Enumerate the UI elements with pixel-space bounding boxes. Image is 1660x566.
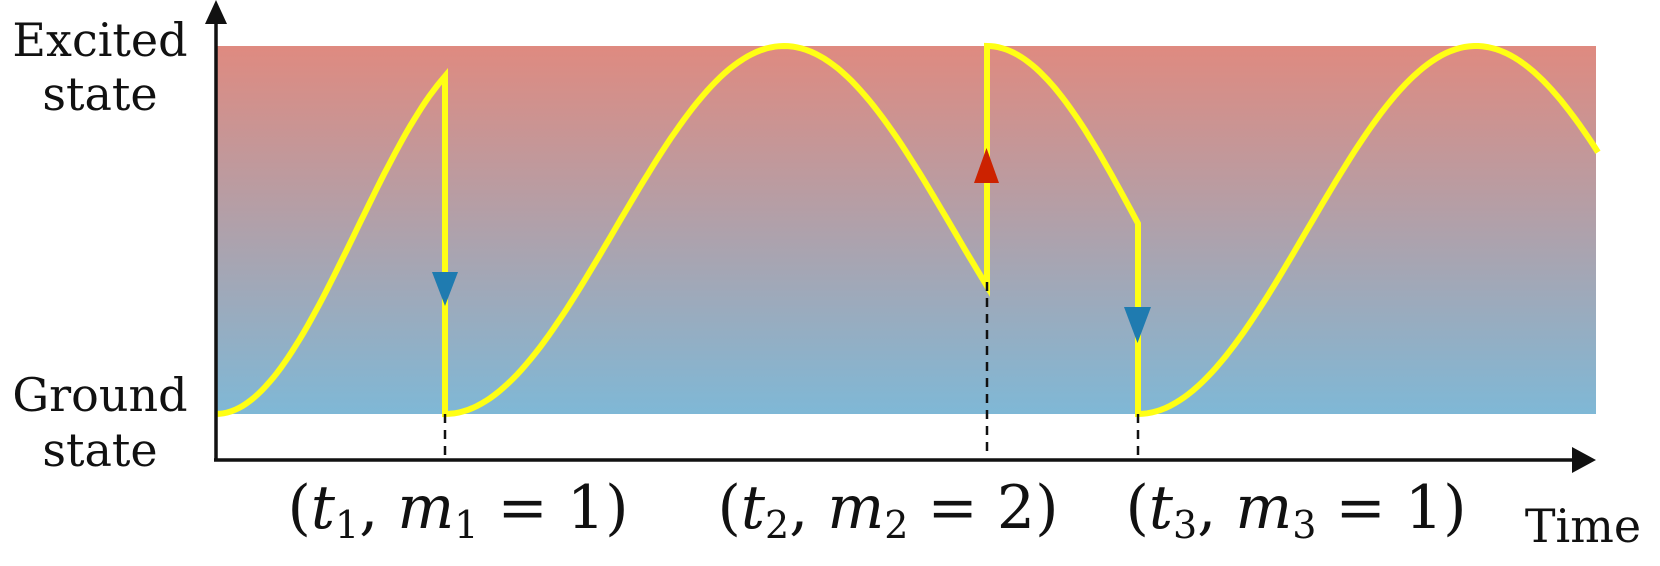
state-trajectory-curve xyxy=(215,42,1601,418)
y-axis-arrowhead xyxy=(205,0,227,24)
event-label-3: (t3, m3 = 1) xyxy=(1125,473,1466,547)
jump-down-arrow-1 xyxy=(432,272,458,306)
excited-state-label-line1: Excited xyxy=(12,13,187,67)
time-axis-label: Time xyxy=(1525,499,1641,553)
jump-up-arrow-2 xyxy=(974,148,999,183)
event-label-2: (t2, m2 = 2) xyxy=(717,473,1058,547)
ground-state-label-line1: Ground xyxy=(12,368,187,422)
event-label-1: (t1, m1 = 1) xyxy=(287,473,628,547)
x-axis-arrowhead xyxy=(1572,447,1596,473)
jump-down-arrow-3 xyxy=(1124,307,1151,343)
excited-state-label-line2: state xyxy=(42,67,157,121)
ground-state-label-line2: state xyxy=(42,423,157,477)
